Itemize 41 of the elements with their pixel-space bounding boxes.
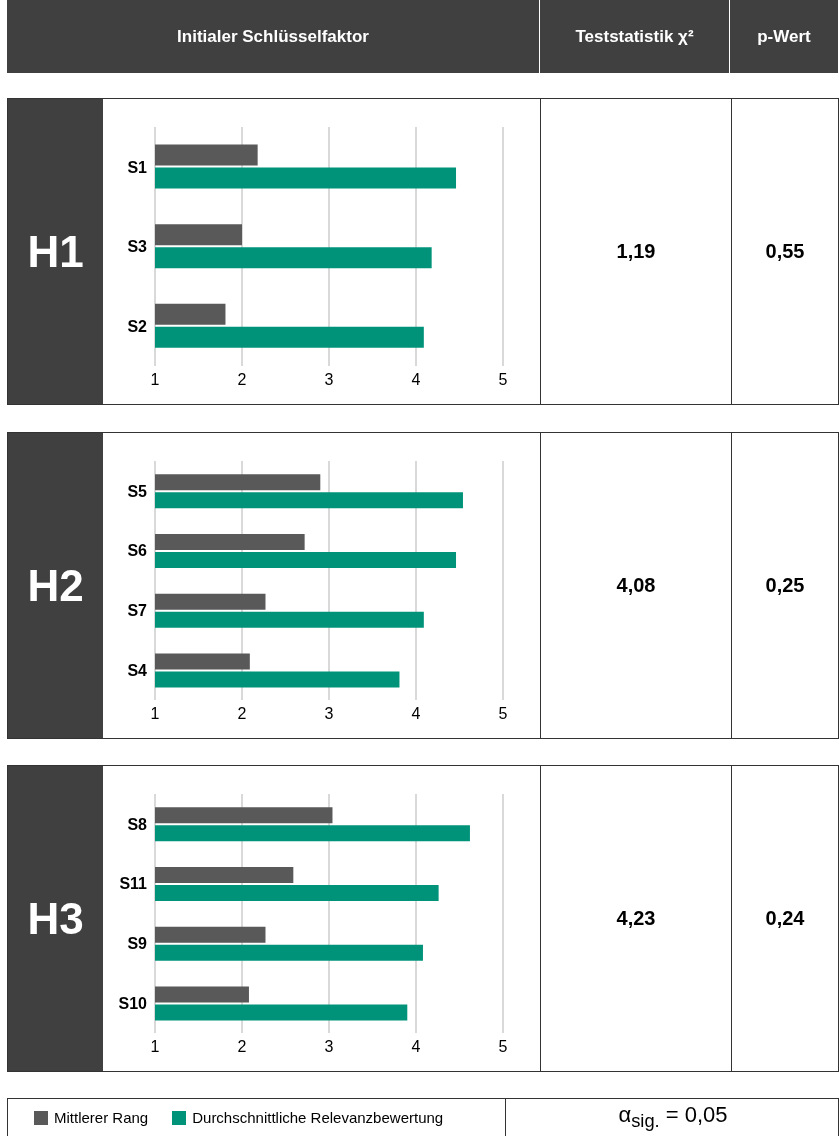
x-tick-label: 4 <box>411 1038 421 1056</box>
x-tick-label: 2 <box>237 705 247 723</box>
x-tick-label: 4 <box>411 371 421 389</box>
y-tick-label: S9 <box>127 935 148 953</box>
y-tick-label: S4 <box>127 661 148 679</box>
y-tick-label: S7 <box>127 602 148 620</box>
x-tick-label: 2 <box>237 1038 247 1056</box>
y-tick-label: S6 <box>127 542 148 560</box>
text: 4,23 <box>540 766 732 1071</box>
legend-label: Mittlerer Rang <box>54 1109 149 1126</box>
text: 0,24 <box>764 906 806 931</box>
x-tick-label: 1 <box>150 1038 160 1056</box>
text: p-Wert <box>730 0 839 73</box>
y-tick-label: S8 <box>127 815 148 833</box>
x-tick-label: 1 <box>150 371 160 389</box>
y-tick-label: S5 <box>127 482 148 500</box>
text: H2 <box>8 433 103 738</box>
x-tick-label: 1 <box>150 705 160 723</box>
y-tick-label: S10 <box>118 994 148 1012</box>
text: H1 <box>8 99 103 404</box>
text: Initialer Schlüsselfaktor <box>7 0 540 73</box>
legend-label: Durchschnittliche Relevanzbewertung <box>192 1109 444 1126</box>
x-tick-label: 3 <box>324 1038 334 1056</box>
y-tick-label: S11 <box>119 875 148 893</box>
text: 0,55 <box>764 239 806 264</box>
text: α$_{sig.}$ = 0,05 <box>618 1102 728 1133</box>
x-tick-label: 4 <box>411 705 421 723</box>
x-tick-label: 5 <box>498 371 508 389</box>
x-tick-label: 5 <box>498 1038 508 1056</box>
x-tick-label: 5 <box>498 705 508 723</box>
y-tick-label: S2 <box>127 317 148 335</box>
text: Teststatistik χ² <box>540 0 730 73</box>
y-tick-label: S1 <box>127 158 148 176</box>
text: 0,25 <box>764 573 806 598</box>
text: H3 <box>8 766 103 1071</box>
x-tick-label: 2 <box>237 371 247 389</box>
text: 1,19 <box>540 99 732 404</box>
x-tick-label: 3 <box>324 705 334 723</box>
text: 4,08 <box>540 433 732 738</box>
x-tick-label: 3 <box>324 371 334 389</box>
y-tick-label: S3 <box>127 238 148 256</box>
